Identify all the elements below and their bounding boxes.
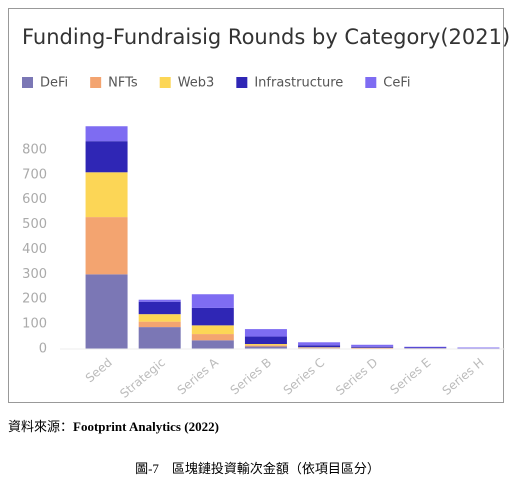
- x-tick-label: Series A: [175, 355, 222, 398]
- y-tick-label: 200: [22, 292, 47, 307]
- y-tick-label: 700: [22, 167, 47, 182]
- bar-segment: [191, 325, 234, 335]
- bar-segment: [457, 347, 500, 349]
- bar-segment: [85, 141, 128, 173]
- bar-segment: [138, 321, 181, 328]
- bar-segment: [85, 126, 128, 142]
- bar-segment: [244, 345, 287, 347]
- y-tick-label: 400: [22, 242, 47, 257]
- figure-caption: 圖-7 區塊鏈投資輸次金額（依項目區分）: [135, 461, 380, 476]
- source: 資料來源：Footprint Analytics (2022): [8, 416, 219, 435]
- x-tick-label: Series H: [440, 355, 487, 398]
- legend-marker: [236, 77, 248, 88]
- x-tick-label: Series C: [281, 355, 328, 397]
- bar-segment: [244, 346, 287, 349]
- legend-label: CeFi: [383, 76, 410, 91]
- legend-marker: [90, 77, 102, 88]
- bar-segment: [298, 345, 341, 348]
- source-text: Footprint Analytics (2022): [73, 419, 219, 434]
- bar-segment: [404, 346, 447, 348]
- bar-segment: [244, 336, 287, 345]
- legend-label: NFTs: [108, 76, 138, 91]
- bar-segment: [244, 344, 287, 346]
- x-tick-label: Strategic: [117, 355, 168, 401]
- bar-segment: [138, 327, 181, 349]
- source-label: 資料來源：: [8, 419, 74, 434]
- chart-frame: [8, 8, 504, 403]
- legend-label: Web3: [178, 76, 215, 91]
- y-tick-label: 500: [22, 217, 47, 232]
- legend-marker: [159, 77, 171, 88]
- y-tick-label: 800: [22, 142, 47, 157]
- bar-segment: [85, 217, 128, 275]
- bar-segment: [85, 172, 128, 218]
- bar-segment: [191, 294, 234, 308]
- bar-segment: [138, 314, 181, 322]
- x-tick-label: Series D: [333, 355, 380, 398]
- x-tick-label: Seed: [83, 355, 115, 385]
- bar-segment: [191, 340, 234, 349]
- bar-segment: [404, 347, 447, 349]
- chart-title: Funding-Fundraisig Rounds by Category(20…: [22, 25, 510, 49]
- bar-segment: [351, 344, 394, 347]
- bar-segment: [298, 342, 341, 346]
- bar-segment: [138, 299, 181, 302]
- bar-segment: [191, 334, 234, 341]
- bar-segment: [191, 307, 234, 326]
- x-tick-label: Series B: [228, 355, 274, 397]
- bar-segment: [85, 274, 128, 349]
- bar-segment: [244, 329, 287, 337]
- y-tick-label: 300: [22, 267, 47, 282]
- legend-marker: [365, 77, 377, 88]
- chart: Funding-Fundraisig Rounds by Category(20…: [22, 25, 510, 401]
- y-tick-label: 100: [22, 317, 47, 332]
- legend-marker: [22, 77, 33, 88]
- y-tick-label: 600: [22, 192, 47, 207]
- y-tick-label: 0: [39, 342, 47, 357]
- x-tick-label: Series E: [387, 355, 433, 397]
- bar-segment: [138, 301, 181, 315]
- bar-segment: [351, 346, 394, 348]
- legend-label: Infrastructure: [254, 76, 343, 91]
- legend-label: DeFi: [40, 76, 68, 91]
